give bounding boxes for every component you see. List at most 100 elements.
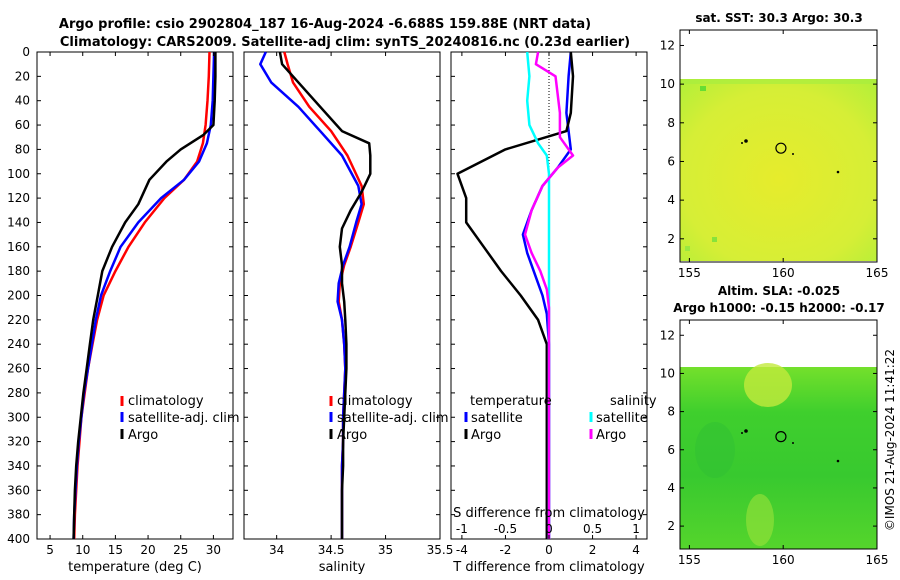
s-diff-tick-label: 0 bbox=[545, 522, 553, 536]
s-diff-tick-label: -1 bbox=[456, 522, 468, 536]
x-tick-label: 35 bbox=[378, 543, 393, 557]
legend-title-salinity: salinity bbox=[610, 394, 657, 409]
sla-map-title-line2: Argo h1000: -0.15 h2000: -0.17 bbox=[673, 301, 884, 315]
difference-legend: temperature salinity satellite Argo sate… bbox=[464, 394, 657, 443]
map-y-tick-label: 8 bbox=[667, 116, 675, 130]
map-y-tick-label: 12 bbox=[660, 328, 675, 342]
map-y-tick-label: 6 bbox=[667, 443, 675, 457]
x-tick-label: 20 bbox=[140, 543, 155, 557]
island-dot bbox=[836, 170, 840, 174]
y-tick-label: 340 bbox=[7, 459, 30, 473]
y-tick-label: 300 bbox=[7, 410, 30, 424]
series-line-s-satellite bbox=[525, 51, 551, 539]
legend-label-argo: Argo bbox=[337, 428, 367, 443]
salinity-panel: 34 34.5 35 35.5 salinity climatology satell… bbox=[243, 51, 454, 575]
legend-label-s-satellite: satellite bbox=[596, 411, 648, 426]
temperature-axes bbox=[36, 51, 234, 540]
sla-map-panel: 155 160 165 2 4 6 8 10 12 bbox=[660, 319, 888, 567]
sla-map-title-line1: Altim. SLA: -0.025 bbox=[718, 284, 840, 298]
salinity-xlabel: salinity bbox=[319, 560, 366, 575]
map-y-tick-label: 8 bbox=[667, 405, 675, 419]
x-tick-label: 0 bbox=[545, 543, 553, 557]
map-y-tick-label: 10 bbox=[660, 77, 675, 91]
legend-label-t-satellite: satellite bbox=[471, 411, 523, 426]
map-x-tick-label: 160 bbox=[772, 553, 795, 567]
sla-heatmap-low bbox=[695, 422, 735, 478]
figure-title-line2: Climatology: CARS2009. Satellite-adj cli… bbox=[60, 35, 630, 50]
map-y-tick-label: 10 bbox=[660, 366, 675, 380]
sla-heatmap-high bbox=[744, 363, 792, 407]
sla-heatmap-high bbox=[746, 494, 774, 546]
figure-title-line1: Argo profile: csio 2902804_187 16-Aug-20… bbox=[59, 17, 591, 32]
s-difference-xlabel: S difference from climatology bbox=[453, 506, 645, 521]
s-diff-tick-label: 1 bbox=[632, 522, 640, 536]
salinity-legend: climatology satellite-adj. clim Argo bbox=[329, 394, 449, 443]
y-tick-label: 120 bbox=[7, 191, 30, 205]
sst-map-title: sat. SST: 30.3 Argo: 30.3 bbox=[695, 11, 862, 25]
series-line-s-argo bbox=[523, 51, 575, 539]
island-dot bbox=[744, 139, 748, 143]
temperature-panel: 5 10 15 20 25 30 0 20 40 60 80 100 120 140 160 180 200 2… bbox=[7, 45, 240, 575]
timestamp: ©IMOS 21-Aug-2024 11:41:22 bbox=[883, 349, 897, 531]
argo-location-marker bbox=[775, 431, 787, 443]
island-dot bbox=[741, 142, 743, 144]
legend-label-climatology: climatology bbox=[128, 394, 204, 409]
y-tick-label: 140 bbox=[7, 215, 30, 229]
sst-heatmap-cell bbox=[712, 237, 717, 242]
island-dot bbox=[792, 442, 794, 444]
legend-label-satellite-adj: satellite-adj. clim bbox=[337, 411, 449, 426]
y-tick-label: 200 bbox=[7, 289, 30, 303]
x-tick-label: -4 bbox=[456, 543, 468, 557]
map-y-tick-label: 12 bbox=[660, 38, 675, 52]
series-line-t-argo bbox=[456, 51, 575, 539]
map-x-tick-label: 160 bbox=[772, 266, 795, 280]
y-tick-label: 280 bbox=[7, 386, 30, 400]
legend-label-t-argo: Argo bbox=[471, 428, 501, 443]
y-tick-label: 400 bbox=[7, 532, 30, 546]
x-tick-label: 5 bbox=[46, 543, 54, 557]
y-tick-label: 220 bbox=[7, 313, 30, 327]
map-y-tick-label: 4 bbox=[667, 481, 675, 495]
x-tick-label: 15 bbox=[108, 543, 123, 557]
series-line-argo bbox=[72, 52, 217, 540]
map-x-tick-label: 165 bbox=[866, 266, 889, 280]
map-y-tick-label: 6 bbox=[667, 154, 675, 168]
x-tick-label: 30 bbox=[206, 543, 221, 557]
t-difference-xlabel: T difference from climatology bbox=[452, 560, 645, 575]
x-tick-label: 2 bbox=[589, 543, 597, 557]
s-diff-tick-label: -0.5 bbox=[494, 522, 517, 536]
x-tick-label: 25 bbox=[173, 543, 188, 557]
sla-map-axes bbox=[679, 319, 878, 550]
y-tick-label: 320 bbox=[7, 435, 30, 449]
y-tick-label: 0 bbox=[22, 45, 30, 59]
x-tick-label: 35.5 bbox=[427, 543, 454, 557]
y-tick-label: 160 bbox=[7, 240, 30, 254]
y-tick-label: 380 bbox=[7, 508, 30, 522]
y-tick-label: 240 bbox=[7, 337, 30, 351]
map-y-tick-label: 2 bbox=[667, 232, 675, 246]
island-dot bbox=[741, 432, 743, 434]
legend-label-climatology: climatology bbox=[337, 394, 413, 409]
map-y-tick-label: 4 bbox=[667, 193, 675, 207]
legend-title-temperature: temperature bbox=[470, 394, 552, 409]
y-tick-label: 100 bbox=[7, 167, 30, 181]
sst-map-axes bbox=[679, 29, 878, 263]
y-tick-label: 80 bbox=[15, 142, 30, 156]
island-dot bbox=[792, 153, 794, 155]
y-tick-label: 60 bbox=[15, 118, 30, 132]
legend-label-argo: Argo bbox=[128, 428, 158, 443]
y-tick-label: 180 bbox=[7, 264, 30, 278]
y-tick-label: 20 bbox=[15, 69, 30, 83]
sst-heatmap-edge bbox=[680, 79, 877, 84]
sst-heatmap-cell bbox=[685, 246, 690, 251]
argo-location-marker bbox=[775, 142, 787, 154]
series-line-argo bbox=[278, 51, 372, 539]
x-tick-label: 34 bbox=[269, 543, 284, 557]
temperature-xlabel: temperature (deg C) bbox=[68, 560, 202, 575]
map-x-tick-label: 155 bbox=[678, 553, 701, 567]
island-dot bbox=[744, 429, 748, 433]
y-tick-label: 40 bbox=[15, 94, 30, 108]
sst-heatmap-cell bbox=[700, 86, 706, 91]
y-tick-label: 360 bbox=[7, 483, 30, 497]
